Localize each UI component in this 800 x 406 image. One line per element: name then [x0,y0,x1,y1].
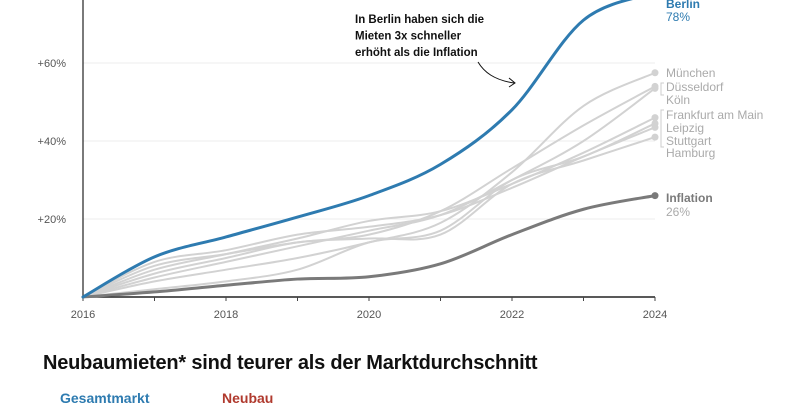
x-tick-label: 2022 [500,309,524,321]
annotation-text: erhöht als die Inflation [355,47,478,59]
series-line-köln [82,87,656,298]
end-point-frankfurt-am-main [651,114,659,122]
arrow-head-icon [508,77,516,88]
x-tick-label: 2020 [357,309,381,321]
next-chart-title: Neubaumieten* sind teurer als der Marktd… [43,352,538,374]
series-label-inflation: Inflation [666,191,713,205]
line-chart: +20% +40% +60% 2016 2018 2020 2022 2024 MünchenD… [38,0,763,321]
series-label-münchen: München [666,66,715,80]
annotation-text: In Berlin haben sich die [355,14,484,26]
end-point-inflation [651,192,659,200]
series-line-leipzig [82,122,656,298]
series-label-düsseldorf: Düsseldorf [666,80,724,94]
end-point-hamburg [651,133,659,141]
x-tick-label: 2018 [214,309,238,321]
annotation-text: Mieten 3x schneller [355,31,462,43]
x-tick-label: 2024 [643,309,667,321]
y-tick-label: +40% [38,136,67,148]
series-value-inflation: 26% [666,205,690,219]
series-label-köln: Köln [666,93,690,107]
bracket [660,109,664,148]
legend-gesamtmarkt: Gesamtmarkt [60,390,150,406]
series-line-hamburg [82,136,656,298]
series-line-düsseldorf [82,85,656,298]
legend-neubau: Neubau [222,390,274,406]
end-point-stuttgart [651,123,659,131]
series-line-münchen [82,71,656,298]
bracket [660,82,664,96]
series-value-berlin: 78% [666,10,690,24]
annotation-arrow [477,61,515,84]
series-label-stuttgart: Stuttgart [666,134,712,148]
series-label-frankfurt-am-main: Frankfurt am Main [666,108,763,122]
y-tick-label: +20% [38,214,67,226]
series-label-berlin: Berlin [666,0,700,11]
x-tick-label: 2016 [71,309,95,321]
end-point-köln [651,84,659,92]
series-label-leipzig: Leipzig [666,121,704,135]
series-line-inflation [81,194,657,299]
end-point-münchen [651,69,659,77]
y-tick-label: +60% [38,58,67,70]
series-label-hamburg: Hamburg [666,146,715,160]
series-line-berlin [81,0,633,299]
